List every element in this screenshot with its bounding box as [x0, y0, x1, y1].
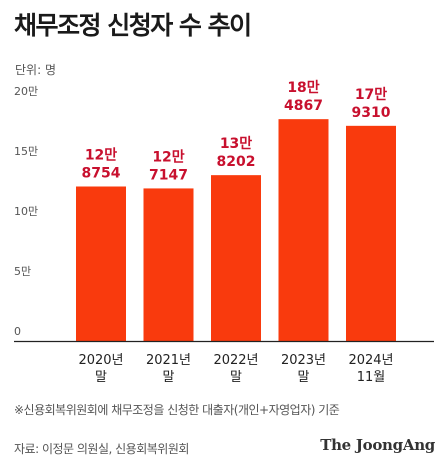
- bar: [76, 186, 126, 341]
- value-labels: 12만 8754 12만 7147 13만 8202 18만 4867 17만 9310: [82, 80, 391, 183]
- category-label: 2024년: [348, 353, 393, 368]
- category-label: 말: [95, 370, 107, 385]
- bar-chart: 0 5만 10만 15만 20만 12만 8754 12만 7147 13만 8202 18만 486…: [14, 80, 434, 385]
- y-tick-label: 20만: [14, 85, 38, 98]
- category-label: 말: [163, 370, 175, 385]
- category-label: 말: [298, 370, 310, 385]
- value-label: 12만: [85, 147, 117, 163]
- bar: [346, 125, 396, 341]
- value-label: 12만: [152, 149, 184, 165]
- bar: [278, 119, 329, 341]
- footnote: ※신용회복위원회에 채무조정을 신청한 대출자(개인+자영업자) 기준: [14, 403, 340, 417]
- value-label: 13만: [220, 136, 252, 152]
- source-text: 자료: 이정문 의원실, 신용회복위원회: [14, 442, 189, 456]
- category-label: 2021년: [146, 353, 191, 368]
- category-label: 2022년: [213, 353, 258, 368]
- value-label: 18만: [287, 80, 319, 96]
- value-label: 4867: [284, 98, 323, 114]
- category-label: 2020년: [78, 353, 123, 368]
- y-tick-label: 10만: [14, 205, 38, 218]
- category-label: 11월: [357, 370, 386, 385]
- value-label: 17만: [355, 87, 387, 103]
- category-label: 말: [230, 370, 242, 385]
- value-label: 8202: [217, 154, 256, 170]
- value-label: 7147: [149, 167, 188, 183]
- publisher-logo: The JoongAng: [320, 436, 435, 454]
- bar: [211, 175, 261, 341]
- y-tick-label: 5만: [14, 265, 31, 278]
- value-label: 8754: [82, 165, 121, 181]
- y-axis-ticks: 0 5만 10만 15만 20만: [14, 85, 38, 338]
- chart-title: 채무조정 신청자 수 추이: [14, 11, 252, 40]
- unit-label: 단위: 명: [15, 63, 56, 77]
- category-label: 2023년: [281, 353, 326, 368]
- y-tick-label: 0: [14, 325, 21, 338]
- value-label: 9310: [352, 105, 391, 121]
- bar-series: [76, 119, 396, 341]
- bar: [143, 188, 194, 341]
- y-tick-label: 15만: [14, 145, 38, 158]
